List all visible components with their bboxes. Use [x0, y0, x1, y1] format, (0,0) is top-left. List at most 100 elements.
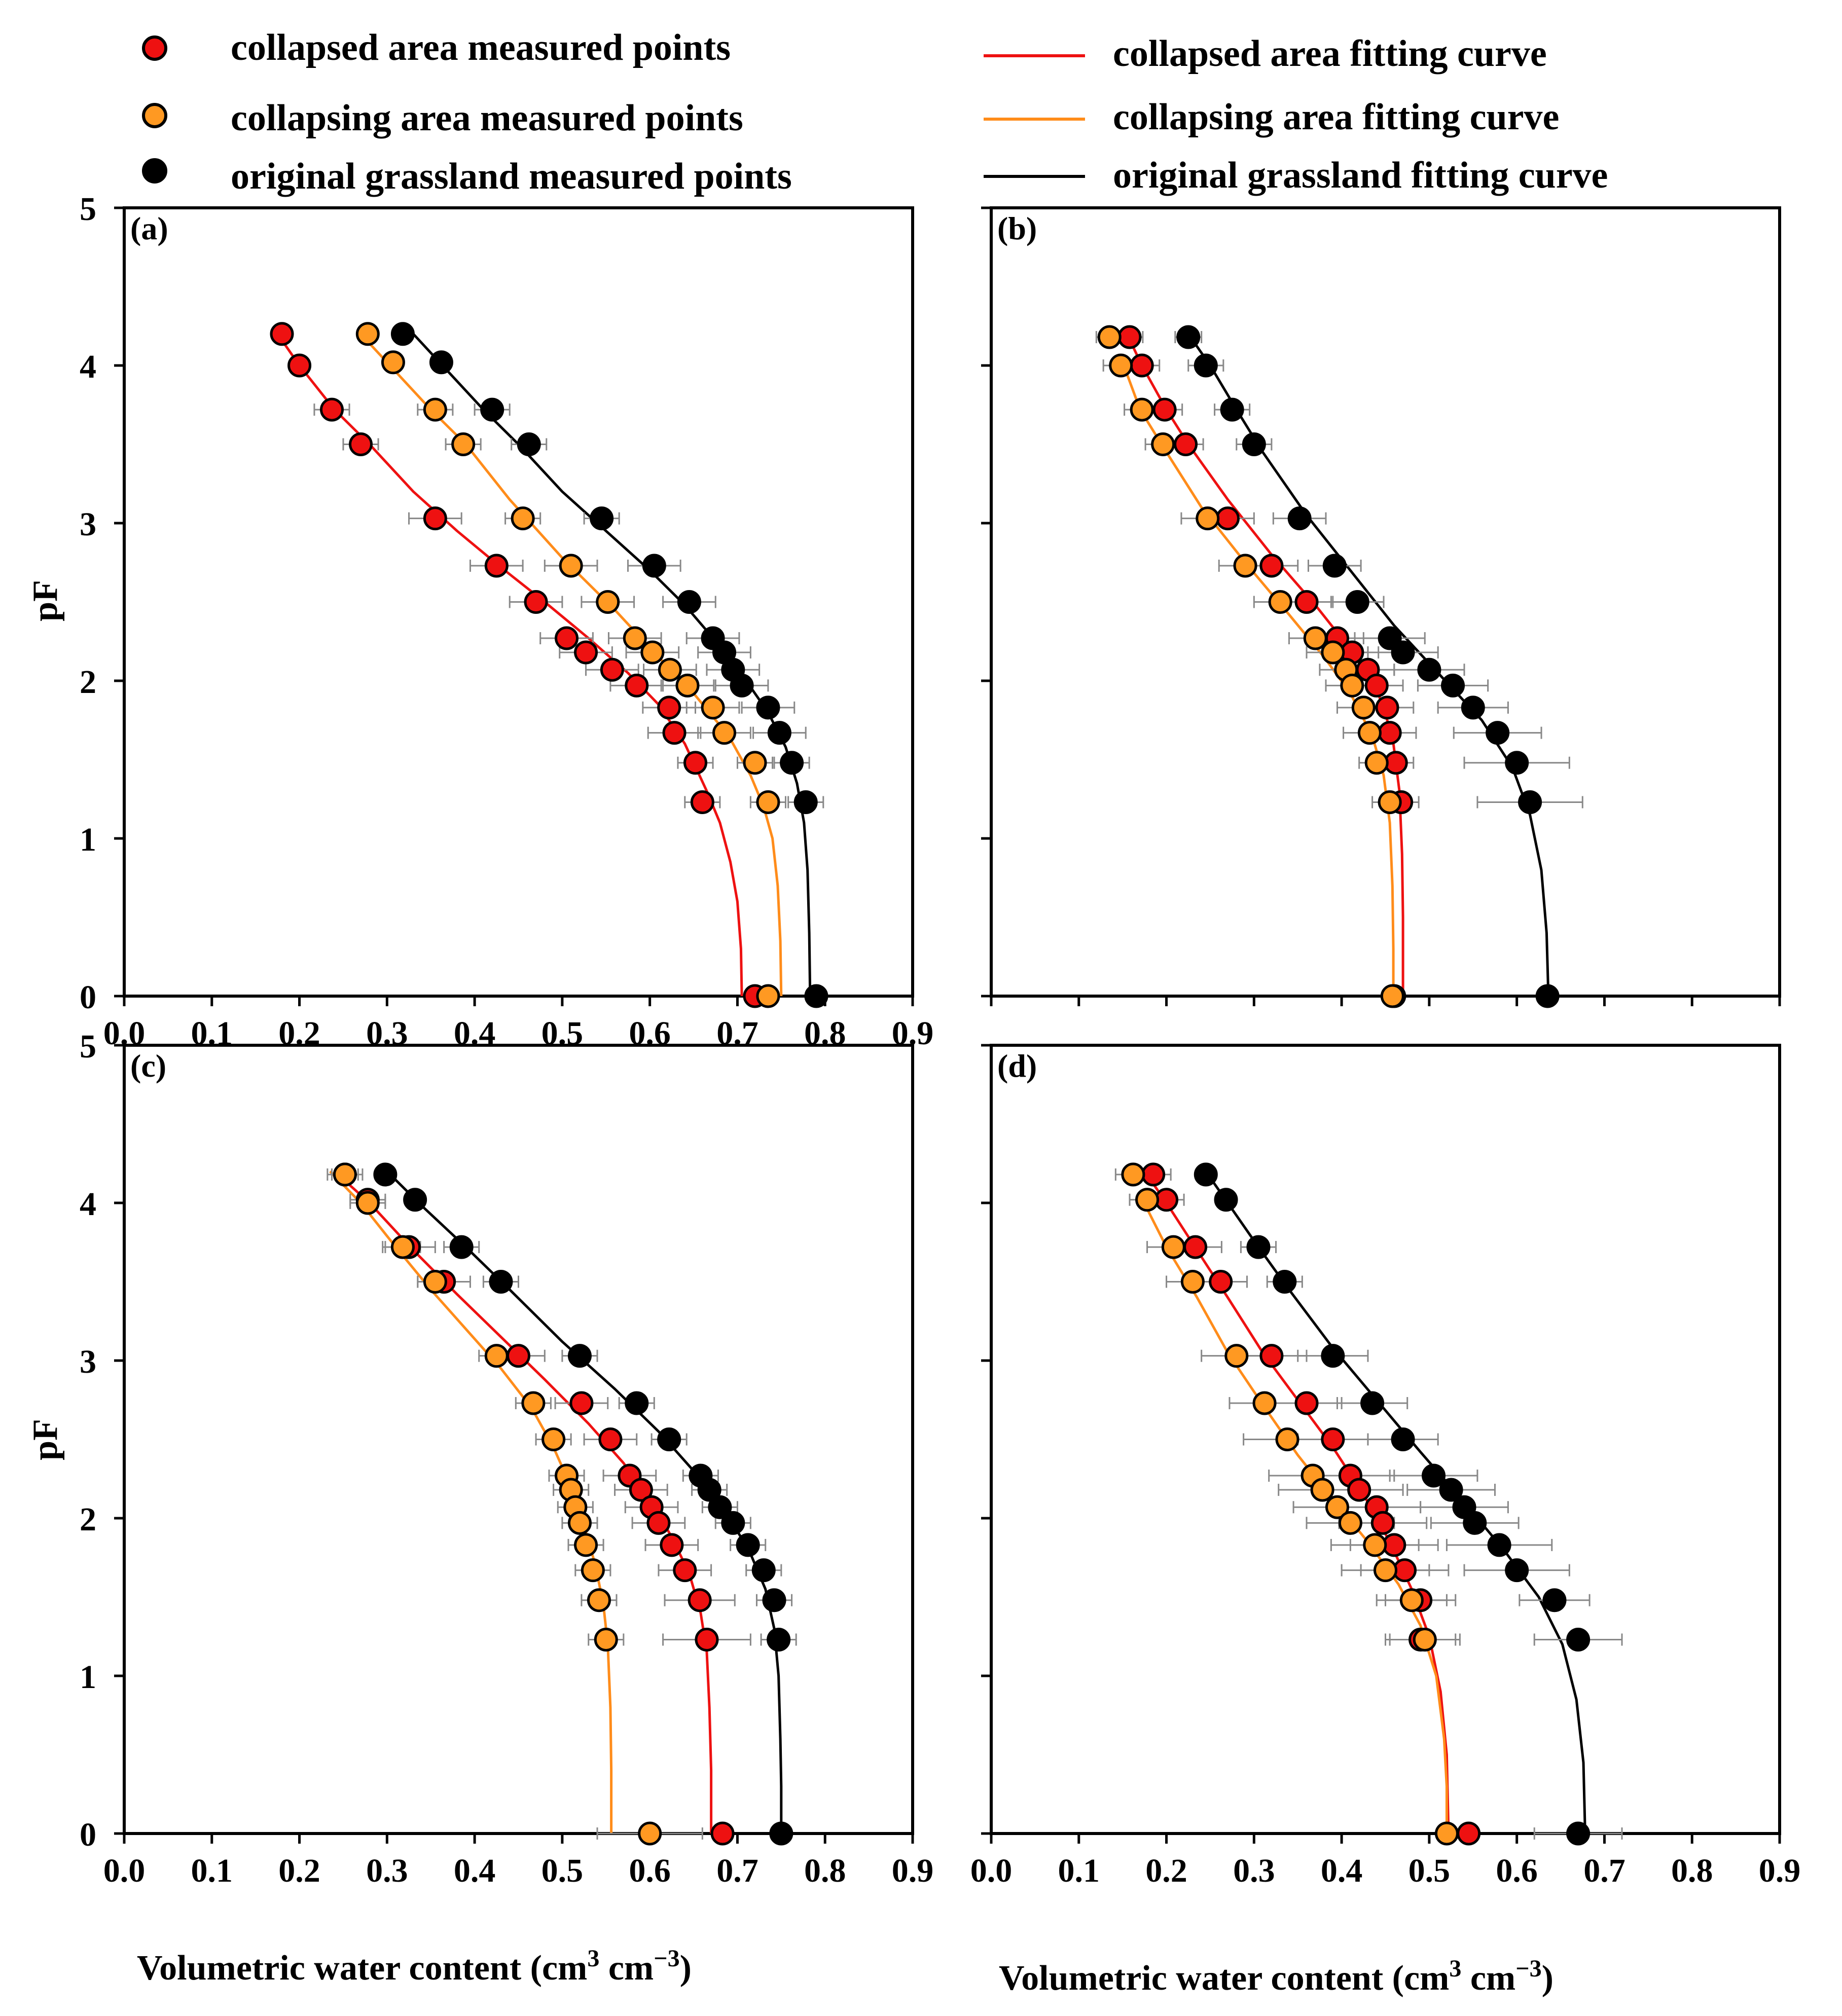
x-tick-label: 0.3: [1233, 1852, 1275, 1889]
data-point: [517, 432, 541, 456]
data-point: [646, 1511, 671, 1535]
data-point: [1151, 432, 1175, 456]
data-point: [697, 1478, 721, 1502]
data-point: [658, 657, 682, 682]
data-point: [349, 432, 373, 456]
data-point: [489, 1270, 513, 1294]
data-point: [1259, 554, 1284, 578]
data-point: [423, 397, 447, 422]
plot-frame: [990, 1044, 1781, 1835]
data-point: [1161, 1235, 1185, 1259]
data-point: [567, 1511, 592, 1535]
data-point: [1152, 397, 1177, 422]
y-tick-label: 3: [80, 1343, 96, 1380]
data-point: [1441, 673, 1465, 698]
data-point: [673, 1558, 697, 1583]
data-point: [319, 397, 344, 422]
legend-label-grassland-points: original grassland measured points: [231, 156, 792, 197]
x-tick-label: 0.4: [1321, 1852, 1363, 1889]
data-point: [1275, 1427, 1299, 1451]
data-point: [743, 751, 767, 775]
data-point: [756, 695, 780, 720]
data-point: [1380, 984, 1404, 1008]
data-point: [1363, 1533, 1387, 1557]
data-point: [1194, 1162, 1218, 1187]
data-point: [507, 1344, 530, 1368]
x-tick-label: 0.5: [541, 1852, 584, 1889]
data-point: [559, 554, 583, 578]
data-point: [1233, 554, 1257, 578]
panel-label: (b): [997, 210, 1037, 246]
data-point: [701, 695, 725, 720]
data-point: [423, 1270, 447, 1294]
x-axis-title-right-mid: cm: [1461, 1959, 1515, 1998]
data-point: [793, 790, 818, 814]
data-point: [1364, 673, 1389, 698]
data-point: [660, 1533, 684, 1557]
data-point: [662, 721, 687, 745]
data-point: [780, 751, 804, 775]
x-tick-label: 0.0: [103, 1852, 146, 1889]
data-point: [1378, 721, 1402, 745]
data-point: [390, 322, 415, 346]
x-tick-label: 0.2: [1145, 1852, 1187, 1889]
data-point: [567, 1344, 592, 1368]
data-point: [355, 1191, 380, 1215]
data-point: [1374, 1558, 1397, 1583]
data-point: [423, 506, 447, 531]
data-point: [1196, 506, 1220, 531]
x-axis-title-left-main: Volumetric water content (cm: [137, 1949, 587, 1988]
y-tick-label: 1: [80, 821, 96, 858]
x-tick-label: 0.1: [1058, 1852, 1100, 1889]
y-axis-title-top: pF: [26, 580, 65, 621]
y-tick-label: 0: [80, 1816, 96, 1853]
data-point: [1461, 695, 1485, 720]
data-point: [730, 673, 754, 698]
data-point: [769, 1821, 793, 1846]
data-point: [1535, 984, 1560, 1008]
x-axis-title-right-exp1: 3: [1449, 1955, 1461, 1982]
data-point: [390, 1235, 415, 1259]
data-point: [1486, 721, 1510, 745]
data-point: [710, 1821, 735, 1846]
x-tick-label: 0.9: [1759, 1852, 1801, 1889]
data-point: [1391, 1427, 1415, 1451]
data-point: [574, 1533, 598, 1557]
x-axis-title-right-end: ): [1542, 1959, 1554, 1998]
data-point: [1130, 353, 1154, 378]
data-point: [1413, 1627, 1437, 1652]
data-point: [555, 626, 579, 650]
x-axis-title-left-end: ): [680, 1949, 692, 1988]
data-point: [1294, 1391, 1319, 1415]
x-axis-title-left: Volumetric water content (cm3 cm−3): [137, 1945, 692, 1988]
data-point: [1566, 1821, 1591, 1846]
y-axis-title-bottom: pF: [26, 1419, 65, 1460]
data-point: [1463, 1511, 1487, 1535]
panel-label: (d): [997, 1048, 1037, 1084]
y-tick-label: 4: [80, 1186, 96, 1223]
y-tick-label: 3: [80, 506, 96, 543]
data-point: [721, 1511, 745, 1535]
x-tick-label: 0.8: [804, 1852, 846, 1889]
data-point: [403, 1188, 427, 1212]
data-point: [480, 397, 504, 422]
data-point: [1097, 325, 1122, 349]
data-point: [373, 1162, 398, 1187]
data-point: [1242, 432, 1266, 456]
data-point: [1135, 1188, 1160, 1212]
data-point: [1360, 1391, 1385, 1415]
data-point: [1294, 590, 1319, 614]
legend-marker-collapsing-points: [142, 103, 167, 128]
data-point: [333, 1162, 357, 1187]
data-point: [287, 353, 312, 378]
x-tick-label: 0.3: [366, 1852, 408, 1889]
data-point: [1325, 1495, 1349, 1519]
data-point: [756, 984, 780, 1008]
x-axis-title-right: Volumetric water content (cm3 cm−3): [999, 1955, 1554, 1998]
data-point: [1141, 1162, 1166, 1187]
data-point: [712, 721, 737, 745]
data-point: [695, 1627, 719, 1652]
panel-label: (a): [130, 210, 168, 246]
data-point: [1505, 1558, 1529, 1583]
